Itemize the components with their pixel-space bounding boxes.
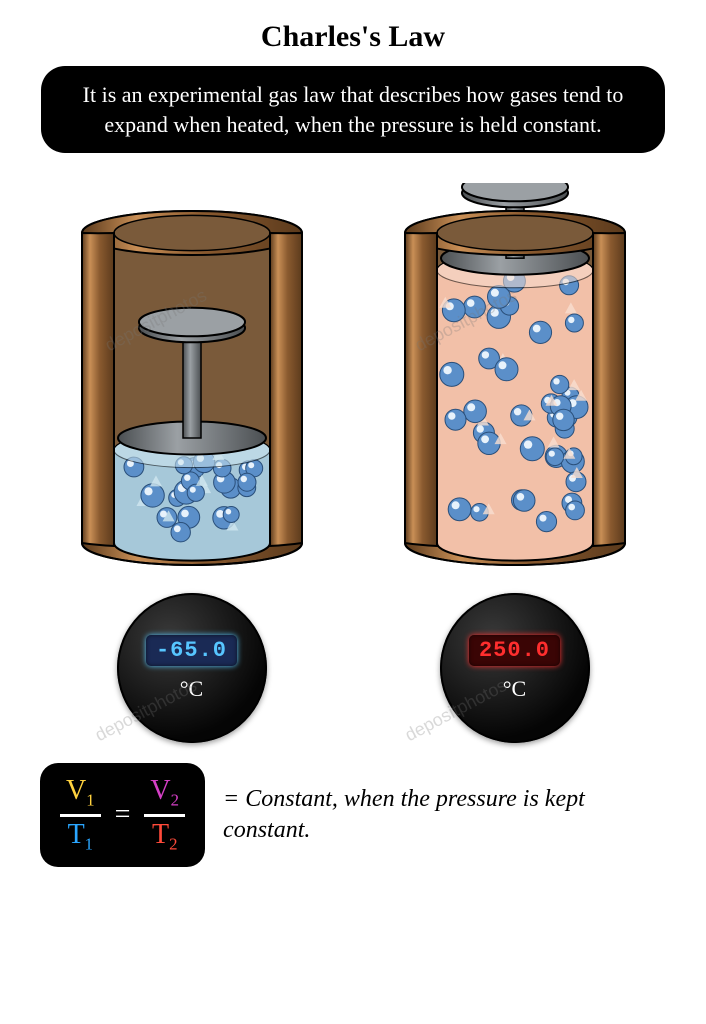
hot-cylinder	[385, 183, 645, 573]
cold-temperature-readout: -65.0	[146, 635, 237, 666]
cold-cylinder	[62, 183, 322, 573]
hot-temperature-readout: 250.0	[469, 635, 560, 666]
page-title: Charles's Law	[0, 0, 706, 54]
fraction-1: V1 T1	[60, 777, 101, 853]
hot-temperature-dial: 250.0 °C	[440, 593, 590, 743]
temperature-row: -65.0 °C 250.0 °C	[0, 593, 706, 743]
formula-caption: = Constant, when the pressure is kept co…	[223, 784, 666, 846]
cylinder-row	[0, 183, 706, 573]
formula-row: V1 T1 = V2 T2 = Constant, when the press…	[0, 743, 706, 867]
cylinder-svg	[62, 183, 322, 573]
equals-sign: =	[115, 799, 131, 831]
hot-temperature-unit: °C	[503, 676, 526, 702]
formula-box: V1 T1 = V2 T2	[40, 763, 205, 867]
description-box: It is an experimental gas law that descr…	[41, 66, 665, 153]
cylinder-svg	[385, 183, 645, 573]
fraction-2: V2 T2	[144, 777, 185, 853]
cold-temperature-unit: °C	[180, 676, 203, 702]
cold-temperature-dial: -65.0 °C	[117, 593, 267, 743]
